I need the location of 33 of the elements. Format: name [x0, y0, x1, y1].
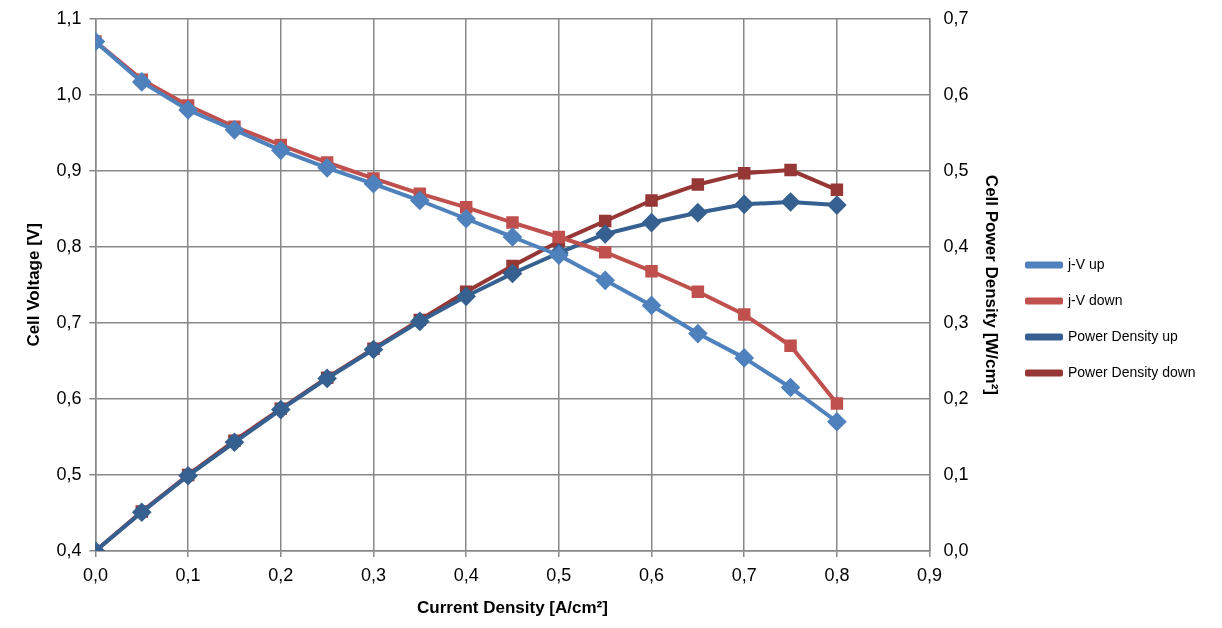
y2-tick-label: 0,5 — [943, 159, 969, 180]
y-tick-label: 1,1 — [56, 7, 82, 28]
y-tick-label: 0,8 — [56, 235, 82, 256]
x-tick-label: 0,2 — [268, 564, 294, 585]
x-tick-label: 0,7 — [731, 564, 757, 585]
y-tick-label: 0,6 — [56, 387, 82, 408]
legend-label: Power Density down — [1068, 363, 1196, 380]
y2-tick-label: 0,1 — [943, 463, 969, 484]
y2-tick-label: 0,6 — [943, 83, 969, 104]
x-tick-label: 0,4 — [453, 564, 479, 585]
y-tick-label: 1,0 — [56, 83, 82, 104]
y-axis-title: Cell Voltage [V] — [23, 223, 43, 347]
y2-tick-label: 0,0 — [943, 539, 969, 560]
x-tick-label: 0,9 — [917, 564, 943, 585]
x-tick-label: 0,1 — [175, 564, 201, 585]
y-tick-label: 0,4 — [56, 539, 82, 560]
x-axis-title: Current Density [A/cm²] — [417, 598, 608, 618]
x-tick-label: 0,0 — [82, 564, 108, 585]
y2-tick-label: 0,4 — [943, 235, 969, 256]
x-tick-label: 0,5 — [546, 564, 572, 585]
y2-tick-label: 0,7 — [943, 7, 969, 28]
x-tick-label: 0,6 — [639, 564, 665, 585]
y-tick-label: 0,5 — [56, 463, 82, 484]
y2-tick-label: 0,3 — [943, 311, 969, 332]
legend-label: j-V down — [1067, 291, 1123, 308]
x-tick-label: 0,3 — [360, 564, 386, 585]
y2-tick-label: 0,2 — [943, 387, 969, 408]
x-tick-label: 0,8 — [824, 564, 850, 585]
y-tick-label: 0,7 — [56, 311, 82, 332]
legend-label: Power Density up — [1068, 327, 1178, 344]
y2-axis-title: Cell Power Density [W/cm²] — [982, 174, 1002, 395]
y-tick-label: 0,9 — [56, 159, 82, 180]
legend-label: j-V up — [1067, 255, 1105, 272]
